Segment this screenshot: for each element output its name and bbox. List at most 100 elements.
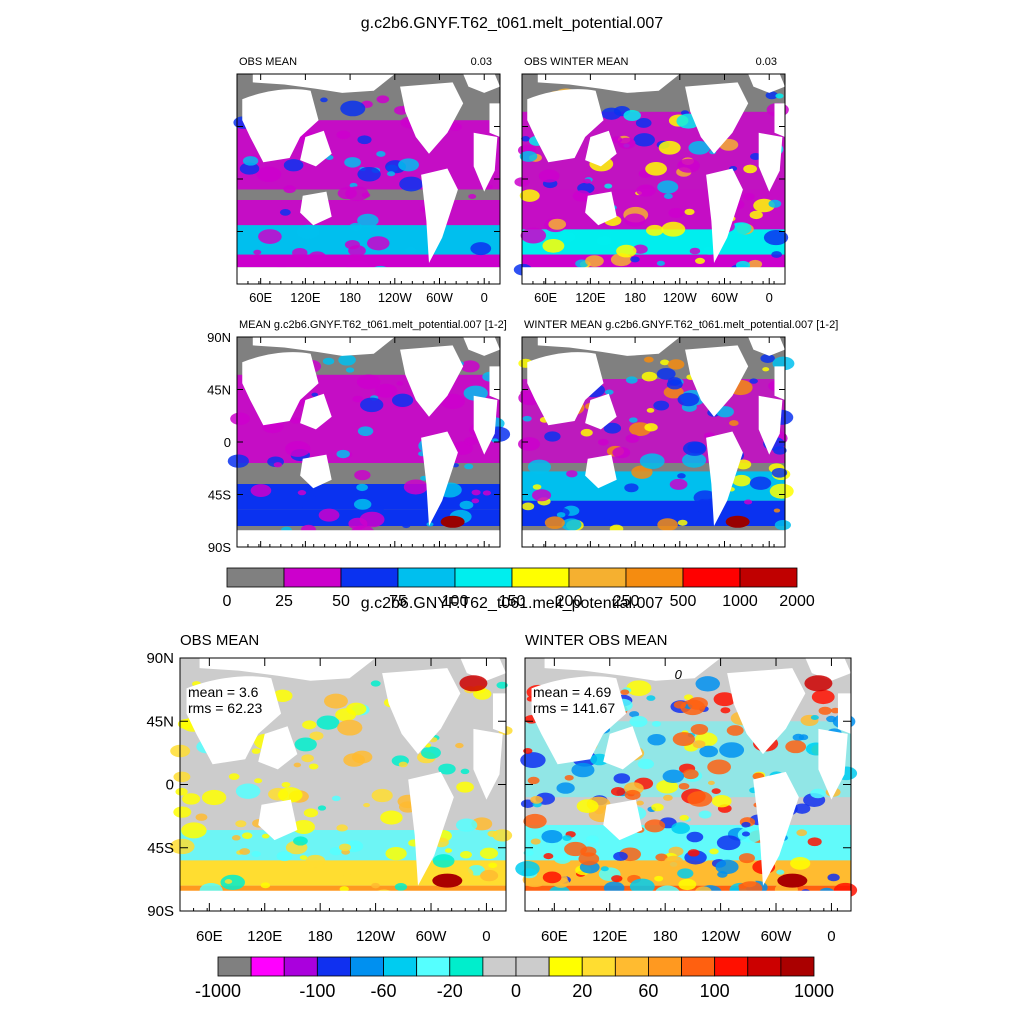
map-field-patch <box>601 518 612 525</box>
map-field-patch <box>616 244 637 258</box>
map-field-patch <box>316 715 340 730</box>
map-field-patch <box>695 676 720 692</box>
map-field-patch <box>360 397 384 413</box>
map-field-patch <box>444 848 453 853</box>
map-field-patch <box>181 822 207 839</box>
colorbar-swatch <box>581 956 616 977</box>
map-field-patch <box>749 476 772 490</box>
map-field-patch <box>629 417 638 423</box>
map-field-patch <box>827 873 840 882</box>
colorbar-swatch <box>316 956 351 977</box>
x-tick-label-0: 0 <box>827 928 835 945</box>
y-tick-label-90s: 90S <box>208 540 231 555</box>
map-field-patch <box>773 508 781 513</box>
north-atlantic-hotspot <box>804 675 833 692</box>
map-field-patch <box>566 470 578 478</box>
panel-subtitle-p2: 0.03 <box>756 56 777 68</box>
x-tick-label-0: 0 <box>766 290 773 305</box>
panel-title-p5: OBS MEAN <box>180 632 259 649</box>
map-field-patch <box>620 689 630 695</box>
x-tick-label-180: 180 <box>308 928 333 945</box>
map-field-patch <box>253 249 262 255</box>
map-field-patch <box>285 440 311 457</box>
map-field-patch <box>518 437 541 451</box>
map-field-patch <box>471 498 480 504</box>
map-field-patch <box>604 183 613 189</box>
map-field-patch <box>585 255 604 267</box>
map-field-patch <box>357 426 374 437</box>
colorbar-bottom: -1000 -100 -60 -20 0 20 60 100 1000 <box>195 956 834 1001</box>
map-field-patch <box>371 882 380 889</box>
colorbar-label: 2000 <box>779 593 815 610</box>
x-tick-label-60w: 60W <box>426 290 453 305</box>
map-field-patch <box>558 231 576 243</box>
x-tick-label-60w: 60W <box>761 928 793 945</box>
map-field-patch <box>440 393 465 410</box>
colorbar-swatch <box>739 567 798 588</box>
colorbar-swatch <box>416 956 451 977</box>
map-field-patch <box>726 725 744 736</box>
map-field-patch <box>320 97 328 103</box>
map-field-patch <box>636 800 644 806</box>
map-field-patch <box>464 463 474 470</box>
map-field-patch <box>464 436 478 446</box>
map-field-patch <box>651 803 664 812</box>
map-field-patch <box>624 789 641 800</box>
colorbar-swatch <box>397 567 456 588</box>
map-field-patch <box>273 462 283 468</box>
colorbar-label: 500 <box>670 593 697 610</box>
map-field-patch <box>256 166 282 183</box>
x-tick-label-120e: 120E <box>290 290 321 305</box>
map-field-patch <box>485 184 493 190</box>
map-field-patch <box>283 185 296 194</box>
map-field-patch <box>372 505 384 513</box>
map-field-patch <box>611 875 623 883</box>
map-field-patch <box>301 754 314 763</box>
map-field-patch <box>521 502 535 511</box>
map-field-patch <box>673 700 687 709</box>
colorbar-swatch <box>614 956 649 977</box>
map-field-patch <box>763 229 789 246</box>
map-field-patch <box>732 474 751 487</box>
colorbar-swatch <box>250 956 285 977</box>
map-field-patch <box>613 851 628 861</box>
map-field-patch <box>519 150 538 162</box>
map-field-patch <box>729 420 739 427</box>
colorbar-swatch <box>625 567 684 588</box>
panel-title-p4: WINTER MEAN g.c2b6.GNYF.T62_t061.melt_po… <box>524 319 838 331</box>
antarctic-peninsula-patch <box>432 873 463 888</box>
map-field-patch <box>629 715 648 728</box>
panel-p2: 60E 120E 180 120W 60W 0 OBS WINTER MEAN 0.03 <box>513 56 789 305</box>
map-field-patch <box>515 861 540 877</box>
mean-annotation: mean = 4.69 <box>533 684 611 700</box>
map-field-patch <box>456 781 474 793</box>
map-field-patch <box>711 788 721 795</box>
map-field-patch <box>488 862 498 869</box>
map-field-patch <box>348 517 368 530</box>
map-field-patch <box>297 494 320 509</box>
colorbar-label: -20 <box>437 981 463 1001</box>
map-field-patch <box>818 706 832 715</box>
map-field-patch <box>578 852 600 866</box>
map-field-patch <box>656 368 676 380</box>
map-field-patch <box>480 869 499 882</box>
y-tick-label-45s: 45S <box>147 840 174 857</box>
map-field-patch <box>600 866 609 872</box>
map-field-patch <box>601 107 622 120</box>
map-field-patch <box>741 821 751 828</box>
map-field-patch <box>496 681 508 689</box>
map-field-patch <box>737 827 763 843</box>
colorbar-swatch <box>747 956 782 977</box>
map-field-patch <box>657 518 678 532</box>
colorbar-label: 0 <box>223 593 232 610</box>
map-field-patch <box>482 490 492 496</box>
map-field-patch <box>687 442 706 454</box>
map-field-patch <box>629 878 655 895</box>
map-field-patch <box>644 423 658 432</box>
map-field-patch <box>380 810 403 825</box>
map-field-patch <box>564 774 574 781</box>
map-field-patch <box>527 459 552 475</box>
map-field-patch <box>667 359 685 370</box>
map-field-patch <box>695 257 705 264</box>
map-field-patch <box>455 742 464 749</box>
